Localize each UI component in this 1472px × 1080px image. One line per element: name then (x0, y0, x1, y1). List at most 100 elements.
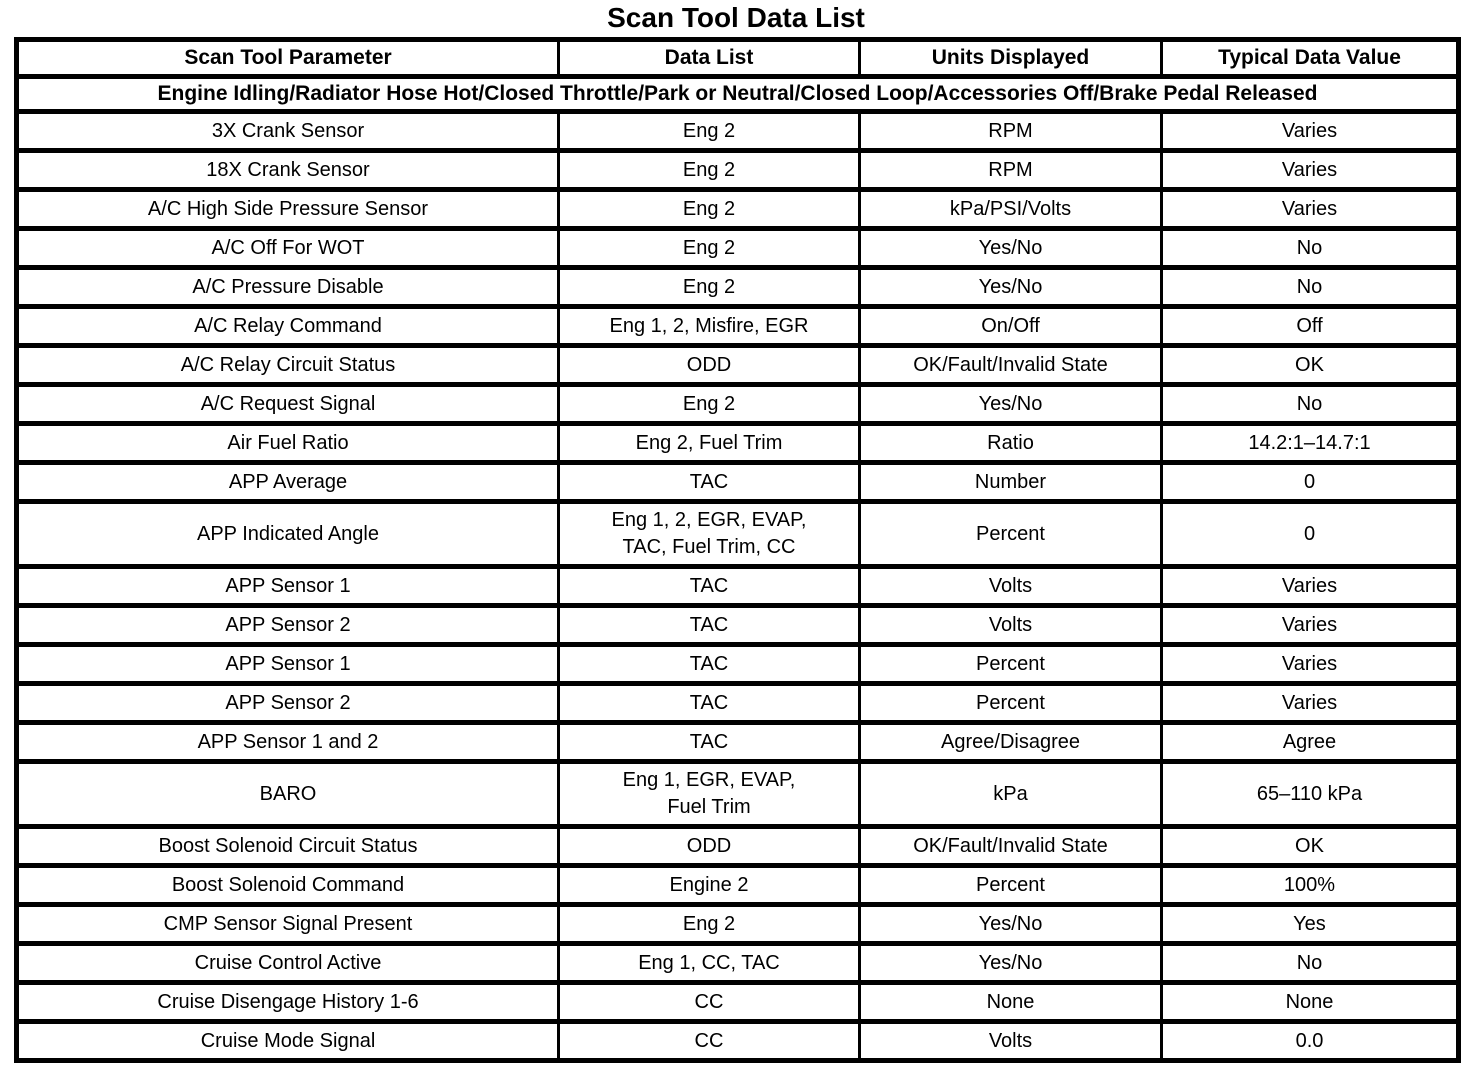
table-row: 3X Crank Sensor Eng 2 RPM Varies (15, 109, 1460, 153)
cell-parameter: A/C High Side Pressure Sensor (15, 187, 560, 231)
cell-units-displayed: Yes/No (858, 265, 1163, 309)
cell-parameter: CMP Sensor Signal Present (15, 902, 560, 946)
cell-typical-data-value: Varies (1160, 109, 1460, 153)
cell-parameter: A/C Pressure Disable (15, 265, 560, 309)
cell-typical-data-value: No (1160, 941, 1460, 985)
table-header-row: Scan Tool Parameter Data List Units Disp… (15, 37, 1460, 79)
cell-typical-data-value: Varies (1160, 603, 1460, 647)
table-row: APP Sensor 2 TAC Percent Varies (15, 681, 1460, 725)
test-conditions-row: Engine Idling/Radiator Hose Hot/Closed T… (15, 74, 1460, 114)
cell-parameter: 18X Crank Sensor (15, 148, 560, 192)
cell-units-displayed: Percent (858, 642, 1163, 686)
cell-parameter: Boost Solenoid Command (15, 863, 560, 907)
column-header-data-list: Data List (557, 37, 861, 79)
cell-typical-data-value: Varies (1160, 564, 1460, 608)
cell-typical-data-value: Varies (1160, 642, 1460, 686)
table-row: Cruise Disengage History 1-6 CC None None (15, 980, 1460, 1024)
cell-parameter: A/C Request Signal (15, 382, 560, 426)
column-header-parameter: Scan Tool Parameter (15, 37, 560, 79)
cell-parameter: APP Sensor 1 and 2 (15, 720, 560, 764)
table-row: CMP Sensor Signal Present Eng 2 Yes/No Yes (15, 902, 1460, 946)
cell-units-displayed: Yes/No (858, 941, 1163, 985)
cell-data-list: TAC (557, 681, 861, 725)
cell-typical-data-value: Off (1160, 304, 1460, 348)
cell-parameter: Cruise Disengage History 1-6 (15, 980, 560, 1024)
cell-typical-data-value: No (1160, 382, 1460, 426)
table-row: A/C Off For WOT Eng 2 Yes/No No (15, 226, 1460, 270)
cell-data-list: TAC (557, 642, 861, 686)
scan-tool-data-table: Scan Tool Parameter Data List Units Disp… (14, 37, 1461, 1063)
cell-data-list: CC (557, 980, 861, 1024)
cell-units-displayed: Agree/Disagree (858, 720, 1163, 764)
cell-units-displayed: kPa (858, 759, 1163, 829)
cell-data-list: ODD (557, 824, 861, 868)
cell-parameter: APP Sensor 2 (15, 603, 560, 647)
table-row: BARO Eng 1, EGR, EVAP, Fuel Trim kPa 65–110… (15, 759, 1460, 829)
cell-data-list: Eng 1, EGR, EVAP, Fuel Trim (557, 759, 861, 829)
cell-data-list: TAC (557, 720, 861, 764)
table-row: Cruise Control Active Eng 1, CC, TAC Yes/N… (15, 941, 1460, 985)
cell-data-list: Eng 2 (557, 226, 861, 270)
cell-data-list: Eng 2 (557, 187, 861, 231)
table-row: A/C Relay Circuit Status ODD OK/Fault/Inva… (15, 343, 1460, 387)
cell-typical-data-value: OK (1160, 824, 1460, 868)
table-row: A/C Relay Command Eng 1, 2, Misfire, EGR O… (15, 304, 1460, 348)
cell-parameter: APP Average (15, 460, 560, 504)
cell-units-displayed: On/Off (858, 304, 1163, 348)
cell-units-displayed: kPa/PSI/Volts (858, 187, 1163, 231)
cell-typical-data-value: 14.2:1–14.7:1 (1160, 421, 1460, 465)
table-row: APP Indicated Angle Eng 1, 2, EGR, EVAP, … (15, 499, 1460, 569)
cell-typical-data-value: Varies (1160, 148, 1460, 192)
cell-parameter: Boost Solenoid Circuit Status (15, 824, 560, 868)
cell-data-list: Eng 2 (557, 382, 861, 426)
cell-data-list: TAC (557, 564, 861, 608)
cell-parameter: Cruise Mode Signal (15, 1019, 560, 1063)
cell-data-list: TAC (557, 603, 861, 647)
cell-units-displayed: Number (858, 460, 1163, 504)
cell-parameter: APP Sensor 2 (15, 681, 560, 725)
cell-units-displayed: Percent (858, 499, 1163, 569)
cell-data-list: Eng 2 (557, 265, 861, 309)
table-row: A/C Request Signal Eng 2 Yes/No No (15, 382, 1460, 426)
table-row: APP Average TAC Number 0 (15, 460, 1460, 504)
cell-typical-data-value: OK (1160, 343, 1460, 387)
cell-units-displayed: RPM (858, 109, 1163, 153)
table-row: APP Sensor 1 TAC Volts Varies (15, 564, 1460, 608)
cell-data-list: Eng 1, CC, TAC (557, 941, 861, 985)
column-header-typical-data-value: Typical Data Value (1160, 37, 1460, 79)
cell-parameter: APP Sensor 1 (15, 642, 560, 686)
table-row: Cruise Mode Signal CC Volts 0.0 (15, 1019, 1460, 1063)
cell-units-displayed: Volts (858, 1019, 1163, 1063)
cell-units-displayed: OK/Fault/Invalid State (858, 824, 1163, 868)
cell-parameter: APP Indicated Angle (15, 499, 560, 569)
cell-typical-data-value: Varies (1160, 187, 1460, 231)
table-row: Boost Solenoid Command Engine 2 Percent 100… (15, 863, 1460, 907)
cell-units-displayed: Ratio (858, 421, 1163, 465)
cell-parameter: Air Fuel Ratio (15, 421, 560, 465)
cell-units-displayed: Yes/No (858, 382, 1163, 426)
table-row: APP Sensor 1 and 2 TAC Agree/Disagree Agree (15, 720, 1460, 764)
cell-parameter: A/C Relay Circuit Status (15, 343, 560, 387)
cell-units-displayed: Volts (858, 603, 1163, 647)
cell-typical-data-value: Yes (1160, 902, 1460, 946)
cell-parameter: APP Sensor 1 (15, 564, 560, 608)
cell-data-list: Eng 2 (557, 109, 861, 153)
cell-units-displayed: OK/Fault/Invalid State (858, 343, 1163, 387)
cell-units-displayed: None (858, 980, 1163, 1024)
test-conditions-text: Engine Idling/Radiator Hose Hot/Closed T… (15, 74, 1460, 114)
cell-parameter: 3X Crank Sensor (15, 109, 560, 153)
cell-data-list: Eng 1, 2, EGR, EVAP, TAC, Fuel Trim, CC (557, 499, 861, 569)
cell-typical-data-value: No (1160, 265, 1460, 309)
cell-typical-data-value: Agree (1160, 720, 1460, 764)
cell-parameter: A/C Off For WOT (15, 226, 560, 270)
cell-parameter: Cruise Control Active (15, 941, 560, 985)
cell-typical-data-value: 0 (1160, 460, 1460, 504)
table-row: A/C High Side Pressure Sensor Eng 2 kPa/PS… (15, 187, 1460, 231)
cell-units-displayed: Percent (858, 863, 1163, 907)
cell-parameter: BARO (15, 759, 560, 829)
page-title: Scan Tool Data List (607, 2, 865, 33)
cell-data-list: Eng 2 (557, 148, 861, 192)
cell-data-list: Eng 1, 2, Misfire, EGR (557, 304, 861, 348)
cell-data-list: Engine 2 (557, 863, 861, 907)
